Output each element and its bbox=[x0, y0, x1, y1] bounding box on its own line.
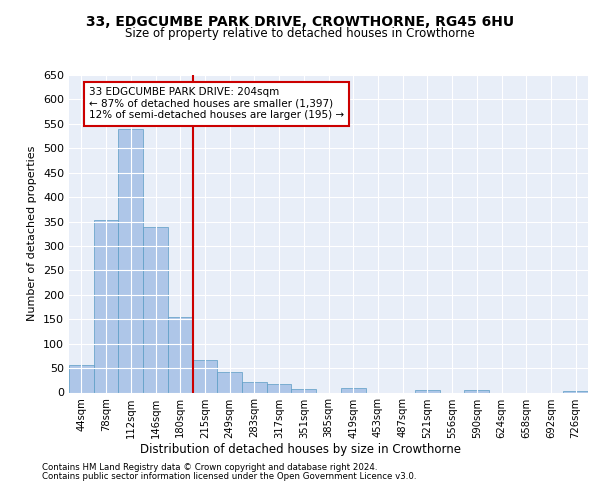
Bar bbox=[193, 360, 217, 392]
Text: 33 EDGCUMBE PARK DRIVE: 204sqm
← 87% of detached houses are smaller (1,397)
12% : 33 EDGCUMBE PARK DRIVE: 204sqm ← 87% of … bbox=[89, 87, 344, 120]
Bar bbox=[217, 372, 242, 392]
Text: 33, EDGCUMBE PARK DRIVE, CROWTHORNE, RG45 6HU: 33, EDGCUMBE PARK DRIVE, CROWTHORNE, RG4… bbox=[86, 15, 514, 29]
Bar bbox=[292, 388, 316, 392]
Bar bbox=[415, 390, 440, 392]
Bar bbox=[94, 220, 118, 392]
Text: Size of property relative to detached houses in Crowthorne: Size of property relative to detached ho… bbox=[125, 28, 475, 40]
Bar bbox=[168, 317, 193, 392]
Text: Distribution of detached houses by size in Crowthorne: Distribution of detached houses by size … bbox=[139, 442, 461, 456]
Bar bbox=[267, 384, 292, 392]
Y-axis label: Number of detached properties: Number of detached properties bbox=[28, 146, 37, 322]
Bar bbox=[118, 128, 143, 392]
Bar bbox=[242, 382, 267, 392]
Text: Contains public sector information licensed under the Open Government Licence v3: Contains public sector information licen… bbox=[42, 472, 416, 481]
Bar bbox=[143, 228, 168, 392]
Bar bbox=[563, 391, 588, 392]
Bar bbox=[69, 364, 94, 392]
Text: Contains HM Land Registry data © Crown copyright and database right 2024.: Contains HM Land Registry data © Crown c… bbox=[42, 464, 377, 472]
Bar bbox=[464, 390, 489, 392]
Bar bbox=[341, 388, 365, 392]
